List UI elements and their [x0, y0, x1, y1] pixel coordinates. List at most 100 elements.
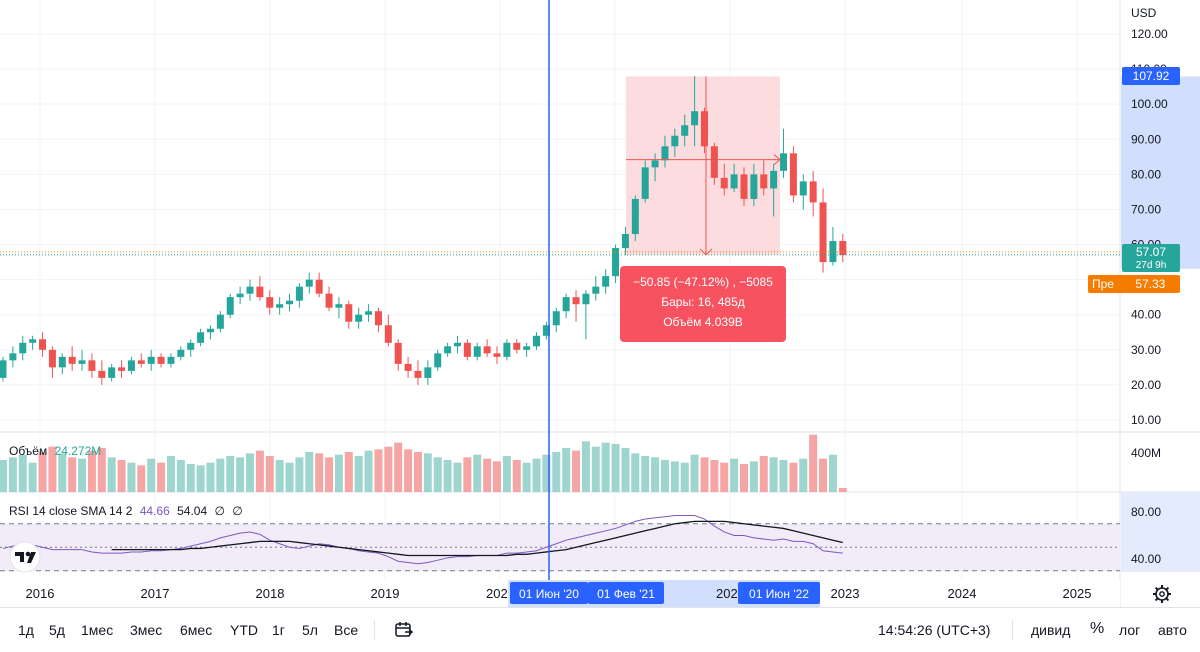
volume-bar	[621, 448, 630, 492]
volume-bar	[413, 452, 422, 492]
volume-bar	[473, 454, 482, 492]
time-tick-2022-partial: 202	[716, 586, 738, 601]
candle-body	[108, 367, 116, 378]
candle-body	[374, 311, 382, 326]
last-price-tag-value: 57.07	[1135, 244, 1167, 259]
candle-body	[710, 146, 718, 178]
volume-bar	[0, 460, 7, 492]
volume-bar	[97, 448, 106, 492]
measure-range-box[interactable]	[626, 76, 780, 255]
volume-bar	[611, 444, 620, 492]
rsi-legend[interactable]: RSI 14 close SMA 14 2 44.66 54.04 ∅ ∅	[9, 504, 243, 518]
volume-bar	[325, 457, 334, 492]
volume-bar	[591, 446, 600, 492]
volume-bar	[730, 458, 739, 492]
time-axis-tick: 2017	[141, 586, 170, 601]
timeframe-1d[interactable]: 1д	[18, 622, 34, 638]
candle-body	[147, 356, 155, 364]
volume-bar	[779, 460, 788, 492]
volume-bar	[443, 460, 452, 492]
candle-body	[315, 279, 323, 294]
candle-body	[424, 367, 432, 378]
candle-body	[137, 360, 145, 364]
price-axis-tick: 90.00	[1131, 132, 1161, 146]
candle-body	[513, 342, 521, 350]
candle-body	[453, 342, 461, 347]
timeframe-6m[interactable]: 6мес	[180, 622, 213, 638]
volume-legend-label: Объём	[9, 444, 48, 458]
candle-body	[88, 360, 96, 371]
tradingview-logo[interactable]	[9, 541, 41, 573]
candle-body	[48, 349, 56, 368]
volume-legend[interactable]: Объём 24.272M	[9, 444, 101, 458]
timeframe-all[interactable]: Все	[334, 622, 359, 638]
timeframe-5y[interactable]: 5л	[302, 622, 318, 638]
volume-bar	[176, 460, 185, 492]
volume-bar	[838, 488, 847, 492]
time-axis-tick: 2016	[26, 586, 55, 601]
volume-bar	[680, 462, 689, 492]
measure-tooltip-volume: Объём 4.039B	[663, 315, 743, 329]
date-range-icon[interactable]	[394, 620, 414, 640]
price-axis-tick: 120.00	[1131, 27, 1168, 41]
volume-axis-tick: 400M	[1131, 446, 1161, 460]
candle-body	[39, 339, 47, 350]
candle-body	[523, 346, 531, 350]
volume-bar	[483, 458, 492, 492]
candle-body	[651, 160, 659, 168]
candle-body	[206, 328, 214, 333]
volume-legend-value: 24.272M	[54, 444, 102, 458]
volume-bar	[532, 458, 541, 492]
candle-body	[770, 170, 778, 189]
percent-scale-toggle[interactable]: %	[1090, 620, 1105, 637]
auto-scale-toggle[interactable]: авто	[1158, 622, 1187, 638]
volume-bar	[749, 461, 758, 492]
volume-bar	[48, 446, 57, 492]
date-marker-2	[588, 582, 664, 604]
volume-bar	[127, 462, 136, 492]
price-axis-tick: 80.00	[1131, 167, 1161, 181]
timeframe-ytd[interactable]: YTD	[230, 622, 258, 638]
candle-body	[760, 174, 768, 189]
rsi-legend-value: 44.66	[139, 504, 170, 518]
gear-icon[interactable]	[1153, 585, 1171, 603]
candle-body	[177, 349, 185, 357]
volume-bar	[265, 456, 274, 492]
candle-body	[671, 135, 679, 147]
volume-bar	[809, 434, 818, 492]
measure-horizontal-arrowhead	[773, 154, 781, 165]
candle-body	[700, 111, 708, 147]
volume-bar	[453, 462, 462, 492]
volume-bar	[463, 457, 472, 492]
volume-bar	[166, 456, 175, 492]
candle-body	[9, 353, 17, 361]
volume-bar	[651, 457, 660, 492]
dividends-toggle[interactable]: дивид	[1031, 622, 1071, 638]
volume-bar	[512, 460, 521, 492]
toolbar-divider	[374, 620, 375, 640]
timeframe-3m[interactable]: 3мес	[130, 622, 163, 638]
candle-body	[286, 300, 294, 305]
volume-bar	[157, 462, 166, 492]
candle-body	[276, 304, 284, 308]
date-marker-3-label: 01 Июн '22	[749, 587, 809, 601]
time-axis-tick: 2025	[1063, 586, 1092, 601]
volume-bar	[423, 453, 432, 492]
timeframe-5d[interactable]: 5д	[49, 622, 65, 638]
timeframe-1y[interactable]: 1г	[272, 622, 285, 638]
candle-body	[552, 311, 560, 326]
volume-bar	[137, 465, 146, 492]
currency-label[interactable]: USD	[1131, 6, 1157, 20]
volume-bar	[641, 456, 650, 492]
volume-bar	[572, 450, 581, 492]
candle-body	[444, 346, 452, 354]
volume-bar	[147, 458, 156, 492]
volume-bar	[107, 457, 116, 492]
log-scale-toggle[interactable]: лог	[1119, 622, 1141, 638]
volume-bar	[344, 452, 353, 492]
candle-body	[345, 304, 353, 322]
volume-bar	[364, 450, 373, 492]
timeframe-1m[interactable]: 1мес	[81, 622, 114, 638]
clock-timezone[interactable]: 14:54:26 (UTC+3)	[878, 622, 991, 638]
